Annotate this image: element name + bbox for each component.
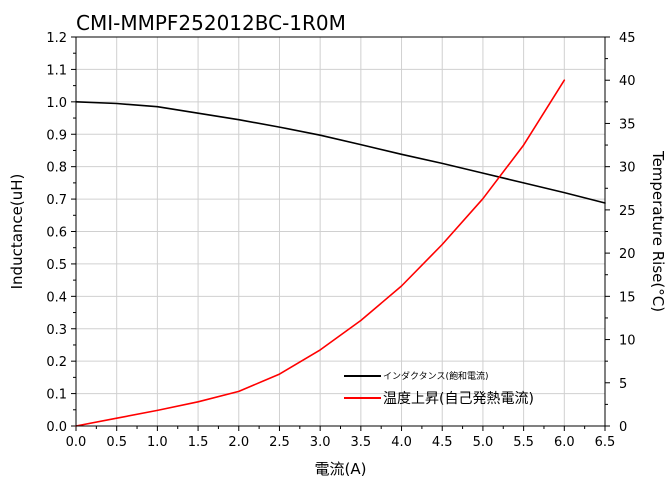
y2-tick-label: 5 [619, 377, 627, 392]
y-tick-label: 0.5 [46, 258, 67, 273]
y2-tick-label: 0 [619, 420, 627, 435]
x-tick-label: 4.5 [432, 435, 453, 450]
y2-tick-label: 40 [619, 74, 636, 89]
x-tick-label: 2.5 [269, 435, 290, 450]
x-tick-label: 5.0 [473, 435, 494, 450]
y-tick-label: 0.1 [46, 388, 67, 403]
y2-tick-label: 10 [619, 334, 636, 349]
y-tick-label: 0.9 [46, 128, 67, 143]
series-line-temperature [75, 79, 566, 427]
y2-axis-label: Temperature Rise(°C) [649, 150, 667, 312]
y-tick-label: 1.2 [46, 31, 67, 46]
y-tick-label: 1.1 [46, 63, 67, 78]
y2-axis-ticks: 0 5 10 15 20 25 30 35 40 45 [605, 31, 636, 435]
legend: インダクタンス(飽和電流) 温度上昇(自己発熱電流) [344, 370, 534, 407]
x-tick-label: 3.0 [310, 435, 331, 450]
legend-label-inductance: インダクタンス(飽和電流) [383, 370, 488, 382]
y-axis-label: Inductance(uH) [8, 174, 26, 290]
chart-title: CMI-MMPF252012BC-1R0M [76, 11, 346, 35]
y2-tick-label: 45 [619, 31, 636, 46]
y-tick-label: 0.4 [46, 290, 67, 305]
x-tick-label: 6.0 [554, 435, 575, 450]
y2-tick-label: 15 [619, 290, 636, 305]
y2-tick-label: 35 [619, 117, 636, 132]
x-tick-label: 0.5 [106, 435, 127, 450]
grid [76, 37, 605, 426]
y-axis-ticks: 0.0 0.1 0.2 0.3 0.4 0.5 0.6 0.7 0.8 0.9 1.0 1.1 1.2 [46, 31, 76, 435]
y2-tick-label: 25 [619, 204, 636, 219]
x-tick-label: 2.0 [228, 435, 249, 450]
x-tick-label: 0.0 [66, 435, 87, 450]
series-line-inductance [75, 101, 606, 204]
series-group [75, 79, 606, 427]
y-tick-label: 1.0 [46, 96, 67, 111]
y-tick-label: 0.2 [46, 355, 67, 370]
x-tick-label: 1.0 [147, 435, 168, 450]
y-tick-label: 0.8 [46, 161, 67, 176]
x-axis-ticks: 0.0 0.5 1.0 1.5 2.0 2.5 3.0 3.5 4.0 4.5 5.0 5.5 6.0 6… [66, 426, 616, 450]
x-tick-label: 5.5 [513, 435, 534, 450]
legend-label-temperature: 温度上昇(自己発熱電流) [383, 391, 534, 407]
x-axis-label: 電流(A) [315, 460, 367, 478]
y-tick-label: 0.6 [46, 226, 67, 241]
y-tick-label: 0.0 [46, 420, 67, 435]
y-tick-label: 0.7 [46, 193, 67, 208]
x-tick-label: 3.5 [351, 435, 372, 450]
x-tick-label: 4.0 [391, 435, 412, 450]
y2-tick-label: 20 [619, 247, 636, 262]
y-tick-label: 0.3 [46, 323, 67, 338]
x-tick-label: 6.5 [595, 435, 616, 450]
plot-frame [75, 36, 606, 427]
x-tick-label: 1.5 [188, 435, 209, 450]
y2-tick-label: 30 [619, 161, 636, 176]
